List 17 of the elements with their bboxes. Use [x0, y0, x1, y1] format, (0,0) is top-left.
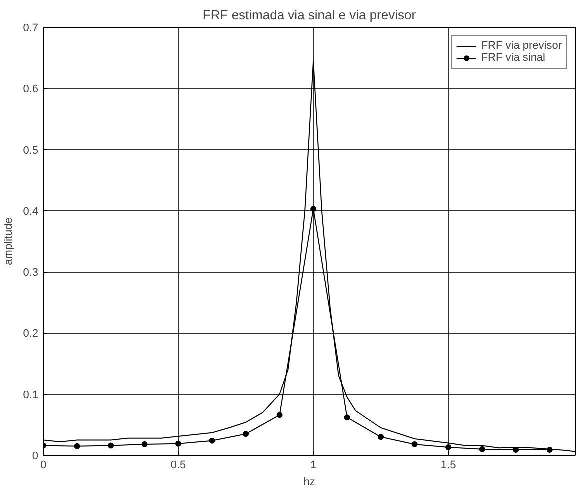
x-tick-label: 0 [40, 460, 47, 472]
y-tick-label: 0.1 [23, 389, 39, 402]
y-tick-label: 0.2 [23, 328, 39, 340]
x-tick-label: 1.5 [440, 460, 456, 472]
chart-title: FRF estimada via sinal e via previsor [202, 8, 417, 22]
y-tick-label: 0.3 [23, 267, 39, 280]
y-tick-label: 0 [32, 450, 39, 462]
x-axis-title: hz [304, 476, 316, 488]
legend-label: FRF via sinal [481, 52, 546, 64]
x-tick-label: 0.5 [170, 460, 186, 472]
y-tick-label: 0.7 [23, 22, 39, 34]
x-tick-label: 1 [310, 460, 317, 472]
y-tick-label: 0.6 [23, 84, 39, 96]
legend-label: FRF via previsor [481, 40, 562, 52]
y-axis-title: amplitude [3, 218, 16, 266]
y-tick-label: 0.5 [23, 144, 39, 157]
y-tick-label: 0.4 [23, 206, 39, 218]
